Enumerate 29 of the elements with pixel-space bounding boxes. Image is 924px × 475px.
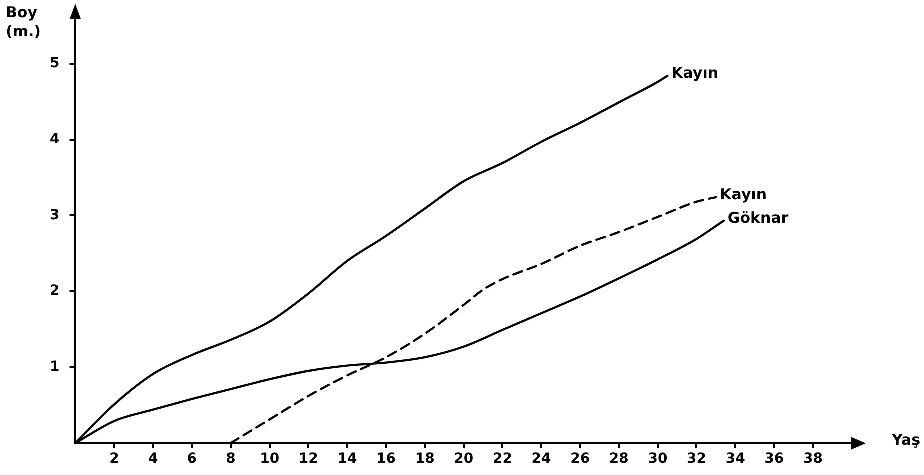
x-tick-label: 10 [260,451,280,468]
y-tick-label: 2 [50,283,60,300]
series-label: Göknar [728,208,790,227]
x-tick-label: 34 [726,451,746,468]
x-tick-label: 6 [187,451,198,468]
x-tick-label: 2 [110,451,120,468]
x-tick-label: 36 [764,451,784,468]
x-tick-label: 18 [415,451,435,468]
y-tick-label: 1 [50,358,60,375]
x-axis-title: Yaş [891,431,921,450]
x-tick-label: 38 [803,451,823,468]
y-axis-title: Boy (m.) [6,3,42,40]
x-tick-label: 12 [298,451,318,468]
series-label: Kayın [672,64,719,82]
x-tick-label: 28 [609,451,629,468]
x-tick-label: 32 [687,451,706,468]
x-tick-label: 26 [570,451,590,468]
y-tick-label: 3 [50,207,60,224]
y-tick-label: 4 [50,131,60,148]
x-tick-label: 20 [454,451,474,468]
x-tick-label: 14 [338,451,358,468]
x-tick-label: 30 [648,451,668,468]
x-tick-label: 4 [148,451,158,468]
x-tick-label: 24 [532,451,552,468]
series-label: Kayın [720,185,768,204]
x-tick-label: 8 [226,451,236,468]
x-tick-label: 16 [376,451,396,468]
y-tick-label: 5 [50,56,60,72]
x-tick-label: 22 [492,451,512,468]
